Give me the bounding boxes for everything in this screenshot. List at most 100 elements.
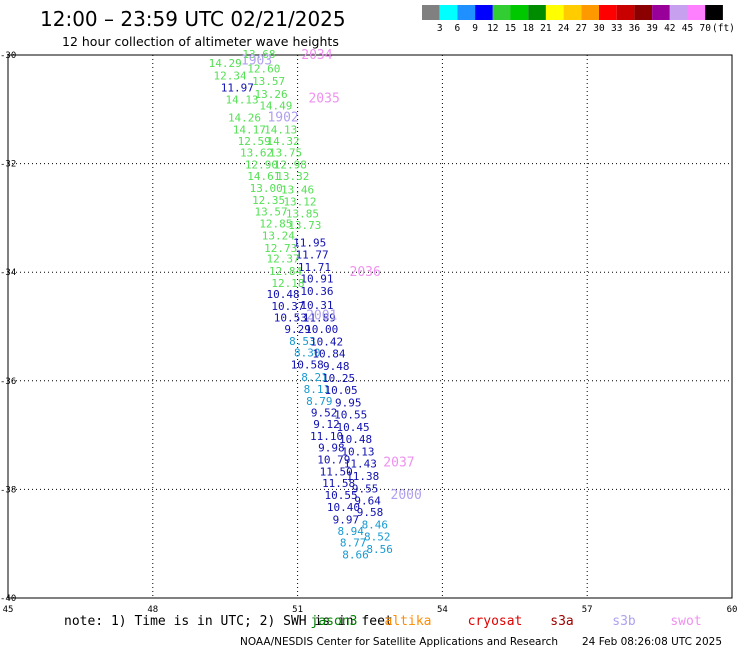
y-tick-label: -34 [0, 268, 16, 278]
wave-height-value: 11.10 [310, 430, 343, 443]
wave-height-value: 11.97 [221, 82, 254, 95]
wave-height-value: 10.55 [334, 408, 367, 421]
wave-height-value: 8.66 [342, 549, 369, 562]
wave-height-value: 13.62 [240, 147, 273, 160]
y-tick-label: -36 [0, 377, 16, 387]
wave-height-value: 13.85 [286, 208, 319, 221]
colorbar-label: 70 [699, 23, 711, 34]
wave-height-value: 10.79 [317, 454, 350, 467]
colorbar-label: 3 [437, 23, 443, 34]
wave-height-value: 8.52 [364, 531, 391, 544]
colorbar-swatch [510, 5, 529, 20]
plot-frame [7, 54, 733, 599]
colorbar-swatch [528, 5, 546, 20]
satellite-legend: jason3 altika cryosat s3a s3b swot [311, 614, 702, 629]
pass-time-label: 2035 [308, 91, 339, 106]
x-tick-label: 48 [147, 605, 158, 615]
pass-time-labels: 1903 2034 2035 1902 2036 2001 2037 2000 [241, 48, 422, 503]
wave-height-value: 11.43 [344, 457, 377, 470]
x-tick-label: 51 [292, 605, 303, 615]
colorbar-swatch [581, 5, 599, 20]
wave-height-value: 11.71 [298, 261, 331, 274]
colorbar-label: 39 [646, 23, 658, 34]
wave-height-value: 12.90 [245, 159, 278, 172]
wave-height-value: 14.13 [264, 123, 297, 136]
wave-height-value: 12.73 [264, 242, 297, 255]
x-tick-label: 54 [437, 605, 448, 615]
chart-title: 12:00 – 23:59 UTC 02/21/2025 [40, 7, 346, 31]
wave-height-value: 8.77 [340, 537, 367, 550]
wave-height-value: 10.91 [300, 273, 333, 286]
colorbar-swatch [599, 5, 617, 20]
footer-credit: NOAA/NESDIS Center for Satellite Applica… [240, 636, 558, 648]
wave-height-value: 9.55 [352, 482, 379, 495]
colorbar-swatch [563, 5, 582, 20]
wave-height-value: 13.46 [281, 184, 314, 197]
wave-height-value: 12.98 [274, 159, 307, 172]
wave-height-value: 10.58 [291, 359, 324, 372]
y-tick-label: -32 [0, 160, 16, 170]
colorbar-swatch [457, 5, 476, 20]
wave-height-value: 10.05 [324, 384, 357, 397]
wave-height-value: 11.38 [346, 470, 379, 483]
colorbar-swatch [652, 5, 670, 20]
wave-height-value: 14.32 [267, 135, 300, 148]
wave-height-value: 9.95 [335, 397, 362, 410]
wave-height-value: 12.37 [267, 253, 300, 266]
chart-subtitle: 12 hour collection of altimeter wave hei… [62, 34, 339, 49]
wave-height-value: 9.48 [323, 360, 350, 373]
wave-height-value: 10.84 [312, 348, 345, 361]
wave-height-value: 12.35 [252, 194, 285, 207]
wave-height-value: 10.48 [267, 288, 300, 301]
colorbar-label: 18 [522, 23, 534, 34]
colorbar-label: 45 [682, 23, 693, 34]
wave-height-value: 11.89 [303, 311, 336, 324]
wave-height-value: 12.60 [247, 63, 280, 76]
colorbar-swatch [492, 5, 511, 20]
pass-time-label: 2037 [383, 455, 414, 470]
wave-height-value: 13.57 [252, 75, 285, 88]
wave-height-value: 13.32 [276, 170, 309, 183]
x-tick-label: 57 [582, 605, 593, 615]
pass-time-label: 1902 [267, 110, 298, 125]
wave-height-value: 13.68 [242, 48, 275, 61]
legend-altika: altika [385, 614, 432, 629]
chart-note: note: 1) Time is in UTC; 2) SWH is in fe… [64, 614, 393, 629]
wave-height-value: 9.97 [333, 513, 360, 526]
colorbar-swatch [687, 5, 706, 20]
pass-time-label: 2000 [391, 488, 422, 503]
colorbar-swatch [545, 5, 564, 20]
wave-height-value: 13.57 [254, 205, 287, 218]
legend-cryosat: cryosat [468, 614, 523, 629]
colorbar-swatch [475, 5, 493, 20]
wave-height-value: 8.53 [289, 335, 316, 348]
y-tick-label: -38 [0, 485, 16, 495]
wave-height-value: 10.31 [300, 299, 333, 312]
wave-height-value: 13.26 [254, 88, 287, 101]
wave-height-value: 11.50 [320, 465, 353, 478]
wave-height-value: 8.56 [366, 543, 393, 556]
wave-height-value: 10.40 [327, 501, 360, 514]
colorbar-label: 12 [487, 23, 498, 34]
wave-height-value: 12.34 [213, 70, 246, 83]
axis-ticks: 45 48 51 54 57 60 -30 -32 -34 -36 -38 -40 [0, 51, 737, 615]
wave-height-value: 13.12 [283, 196, 316, 209]
y-tick-label: -30 [0, 51, 16, 61]
wave-height-value: 9.29 [284, 323, 311, 336]
wave-height-value: 10.42 [310, 336, 343, 349]
wave-height-value: 10.55 [324, 489, 357, 502]
legend-jason3: jason3 [311, 614, 358, 629]
colorbar-swatch [634, 5, 653, 20]
wave-height-value: 13.73 [288, 219, 321, 232]
x-tick-label: 60 [727, 605, 738, 615]
wave-height-value: 10.48 [339, 433, 372, 446]
colorbar-label: 36 [629, 23, 641, 34]
colorbar-unit: (ft) [712, 23, 735, 34]
wave-height-value: 12.85 [259, 217, 292, 230]
pass-time-label: 2036 [350, 265, 381, 280]
wave-height-value: 10.25 [322, 372, 355, 385]
wave-height-value: 9.64 [354, 494, 381, 507]
pass-time-label: 2034 [301, 48, 332, 63]
wave-height-value: 14.29 [209, 57, 242, 70]
